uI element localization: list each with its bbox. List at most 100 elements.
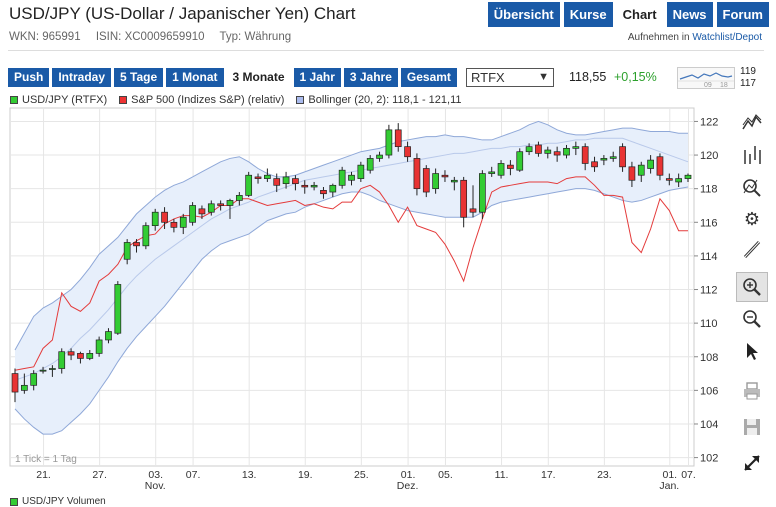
draw-line-tool-icon[interactable] [736, 234, 768, 264]
candle-body [254, 176, 262, 179]
candle [441, 170, 449, 182]
cursor-pointer-icon[interactable] [736, 336, 768, 366]
candle [385, 124, 393, 159]
y-tick-label: 118 [700, 184, 718, 196]
candle [123, 239, 131, 265]
candle [179, 213, 187, 235]
ohlc-chart-tool-icon[interactable] [736, 140, 768, 170]
fullscreen-expand-icon[interactable] [736, 448, 768, 478]
candle-body [301, 184, 309, 188]
zoom-out-icon[interactable] [736, 304, 768, 334]
candle-body [422, 168, 430, 193]
candle [58, 348, 66, 374]
candle-body [675, 178, 683, 183]
tab-news[interactable]: News [666, 2, 713, 27]
settings-gear-icon[interactable]: ⚙ [743, 208, 761, 229]
x-month-label: Nov. [145, 480, 166, 492]
tab-uebersicht[interactable]: Übersicht [487, 2, 560, 27]
y-tick-label: 116 [700, 217, 718, 229]
zoom-in-icon[interactable] [736, 272, 768, 302]
candle-body [39, 369, 47, 372]
candle-body [600, 158, 608, 161]
candle [600, 155, 608, 166]
candle [49, 365, 56, 377]
candle [86, 350, 94, 361]
candle-body [591, 161, 598, 168]
candle-body [86, 353, 94, 359]
candle [320, 186, 327, 199]
page-header: USD/JPY (US-Dollar / Japanischer Yen) Ch… [0, 0, 776, 50]
indicator-tool-icon[interactable] [736, 172, 768, 202]
candle-body [544, 149, 552, 154]
candle-body [469, 208, 477, 213]
candle [460, 176, 468, 228]
volume-legend: USD/JPY Volumen [10, 496, 106, 507]
range-3-jahre-button[interactable]: 3 Jahre [343, 68, 398, 87]
tab-chart[interactable]: Chart [616, 2, 663, 27]
y-tick-label: 120 [700, 150, 718, 162]
candle-body [133, 242, 140, 247]
mini-chart-graphic: 09 18 [678, 72, 734, 89]
watchlist-link[interactable]: Watchlist/Depot [692, 32, 762, 43]
wkn-label: WKN: 965991 [9, 31, 81, 43]
x-tick-label: 03. [148, 469, 163, 481]
candle [292, 175, 299, 191]
legend-swatch-red [119, 96, 128, 104]
x-tick-label: 05. [438, 469, 453, 481]
candle-body [488, 171, 496, 174]
candle-body [460, 179, 468, 218]
candle [553, 146, 561, 162]
candle-body [77, 353, 84, 359]
mini-tick-09: 09 [704, 82, 712, 88]
candle-body [226, 200, 234, 206]
legend-swatch-blue [296, 96, 305, 104]
candle [310, 181, 318, 191]
mini-high: 119 [740, 66, 756, 77]
exchange-select[interactable]: RTFX ▼ [466, 68, 554, 87]
mini-chart[interactable]: 09 18 [677, 67, 735, 89]
candle [684, 173, 692, 182]
candle [217, 200, 224, 211]
candle [198, 205, 206, 219]
range-intraday-button[interactable]: Intraday [52, 68, 112, 87]
tab-forum[interactable]: Forum [716, 2, 769, 27]
bollinger-lower-line [14, 186, 689, 435]
price-chart[interactable]: 21. 27. 03. 07. 13. 19. 25. 01. 05. 11. 17. 23. 01. 0… [0, 0, 736, 503]
save-disk-icon[interactable] [736, 412, 768, 442]
x-tick-label: 17. [541, 469, 556, 481]
x-tick-label: 07. [681, 469, 696, 481]
range-5-tage-button[interactable]: 5 Tage [114, 68, 164, 87]
chevron-down-icon: ▼ [538, 71, 549, 83]
candle-body [58, 351, 66, 369]
candle-body [684, 174, 692, 179]
candle-body [619, 146, 626, 168]
candle-body [235, 195, 243, 201]
candle [11, 368, 19, 403]
candle-body [366, 158, 374, 171]
candle-body [404, 146, 411, 158]
y-tick-label: 112 [700, 285, 718, 297]
candle-body [497, 163, 505, 176]
range-gesamt-button[interactable]: Gesamt [400, 68, 457, 87]
candle [348, 171, 355, 186]
print-icon[interactable] [736, 376, 768, 406]
range-3-monate-button[interactable]: 3 Monate [226, 68, 291, 87]
candle [226, 198, 234, 219]
candle-body [338, 169, 346, 186]
instrument-info: WKN: 965991 ISIN: XC0009659910 Typ: Währ… [9, 31, 303, 43]
candle [628, 161, 636, 187]
candle-body [207, 203, 215, 213]
candle-body [320, 190, 327, 195]
candle [413, 153, 421, 196]
line-chart-tool-icon[interactable] [736, 108, 768, 138]
candle-body [179, 216, 187, 228]
candle [20, 373, 28, 394]
range-1-monat-button[interactable]: 1 Monat [166, 68, 224, 87]
candle [675, 173, 683, 187]
range-push-button[interactable]: Push [8, 68, 50, 87]
x-month-label: Jan. [659, 480, 679, 492]
candle-body [11, 373, 19, 393]
range-1-jahr-button[interactable]: 1 Jahr [293, 68, 341, 87]
x-tick-label: 25. [354, 469, 369, 481]
tab-kurse[interactable]: Kurse [563, 2, 613, 27]
